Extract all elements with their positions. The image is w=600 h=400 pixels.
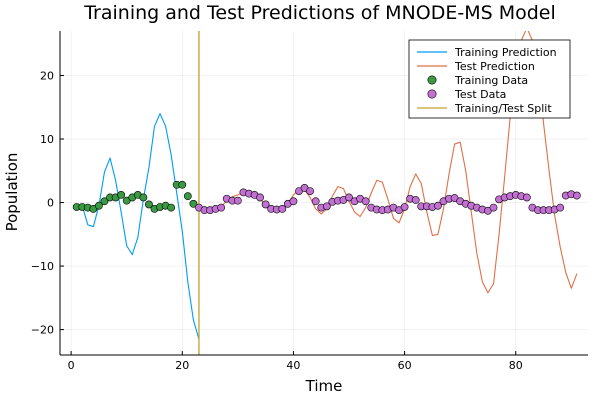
x-tick-label: 40 xyxy=(286,359,300,372)
data-point-3 xyxy=(556,203,565,212)
data-point-3 xyxy=(572,191,581,200)
data-point-3 xyxy=(278,204,287,213)
data-point-3 xyxy=(311,197,320,206)
data-point-3 xyxy=(306,187,315,195)
legend-label: Training/Test Split xyxy=(454,102,552,115)
legend-marker xyxy=(427,75,437,85)
y-tick-label: 20 xyxy=(40,69,54,82)
data-point-2 xyxy=(100,197,109,206)
data-point-3 xyxy=(434,201,442,210)
legend-marker xyxy=(427,89,437,99)
plot-area: 0 20 40 60 80 −20 −10 0 10 20 xyxy=(31,31,588,372)
data-layer xyxy=(72,31,581,355)
legend-entry: Training Prediction xyxy=(417,46,557,59)
y-tick-label: −20 xyxy=(31,324,54,337)
legend-entry: Test Prediction xyxy=(417,60,535,73)
data-point-3 xyxy=(289,197,298,206)
data-point-2 xyxy=(117,191,126,199)
data-point-2 xyxy=(95,201,103,210)
x-tick-label: 80 xyxy=(509,359,523,372)
data-point-3 xyxy=(489,203,498,212)
data-point-2 xyxy=(139,193,148,202)
data-point-3 xyxy=(345,193,353,202)
data-point-3 xyxy=(322,202,331,211)
y-tick-label: 10 xyxy=(40,133,54,146)
data-point-2 xyxy=(145,200,153,209)
x-tick-label: 20 xyxy=(175,359,189,372)
series-line-0 xyxy=(76,113,200,340)
data-point-3 xyxy=(361,197,370,206)
data-point-3 xyxy=(411,196,420,204)
legend-label: Training Prediction xyxy=(454,46,557,59)
x-tick-label: 60 xyxy=(398,359,412,372)
legend-entry: Training Data xyxy=(427,74,528,87)
data-point-3 xyxy=(217,203,226,212)
data-point-3 xyxy=(400,203,409,211)
y-tick-label: 0 xyxy=(47,197,54,210)
data-point-2 xyxy=(183,192,192,201)
legend-entry: Test Data xyxy=(427,88,506,101)
data-point-2 xyxy=(167,203,176,212)
legend-label: Training Data xyxy=(454,74,528,87)
x-tick-label: 0 xyxy=(68,359,75,372)
legend-label: Test Data xyxy=(454,88,506,101)
legend-label: Test Prediction xyxy=(454,60,535,73)
y-tick-label: −10 xyxy=(31,260,54,273)
data-point-3 xyxy=(522,193,531,202)
data-point-2 xyxy=(178,180,187,189)
data-point-3 xyxy=(233,196,242,205)
data-point-3 xyxy=(261,200,270,209)
x-axis-title: Time xyxy=(305,377,343,395)
data-point-2 xyxy=(189,199,198,208)
chart-title: Training and Test Predictions of MNODE-M… xyxy=(83,2,556,24)
legend-entry: Training/Test Split xyxy=(417,102,552,115)
data-point-3 xyxy=(256,193,264,202)
y-axis-title: Population xyxy=(3,153,21,232)
